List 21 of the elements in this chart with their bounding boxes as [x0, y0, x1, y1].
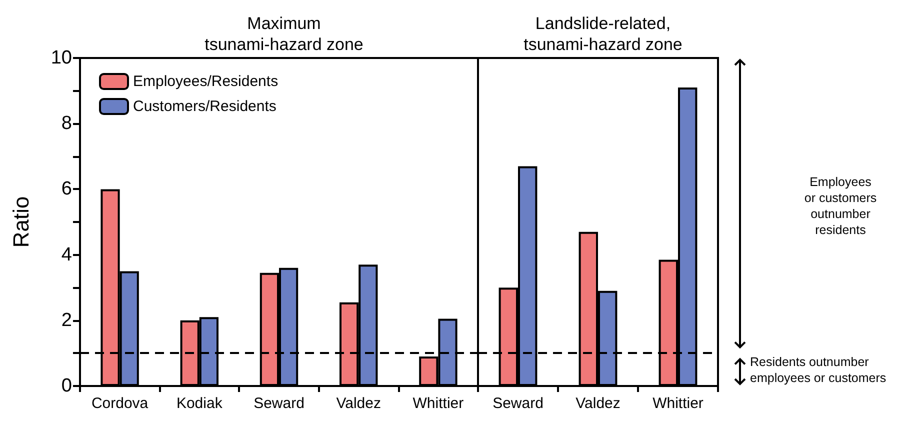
y-tick-label: 0	[61, 376, 72, 396]
x-tick-label: Seward	[492, 395, 544, 412]
y-tick-label: 8	[61, 113, 72, 134]
legend-label: Customers/Residents	[133, 98, 276, 115]
y-tick-label: 6	[61, 178, 72, 200]
y-axis-title: Ratio	[8, 196, 34, 248]
y-tick-label: 4	[61, 244, 72, 266]
legend-label: Employees/Residents	[133, 73, 278, 90]
chart-title: Maximum tsunami-hazard zone	[204, 14, 364, 54]
x-tick-label: Whittier	[652, 395, 704, 412]
x-tick-label: Whittier	[412, 395, 464, 412]
x-tick-label: Valdez	[576, 395, 620, 412]
y-tick-label: 2	[61, 310, 72, 331]
x-tick-label: Kodiak	[176, 395, 223, 412]
x-tick-label: Valdez	[336, 395, 381, 412]
chart-title: Landslide-related, tsunami-hazard zone	[524, 14, 682, 54]
text: Residents outnumber employees or customers	[750, 354, 886, 386]
x-tick-label: Cordova	[91, 395, 149, 412]
text: Employees or customers outnumber residents	[803, 174, 878, 238]
y-tick-label: 10	[50, 48, 72, 68]
x-tick-label: Seward	[254, 395, 304, 412]
